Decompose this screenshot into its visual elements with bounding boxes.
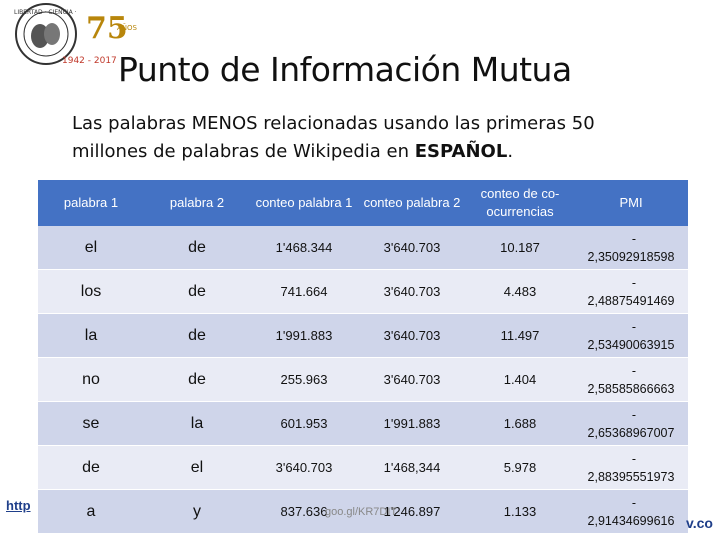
cell-pmi: - 2,35092918598 — [574, 226, 688, 270]
pmi-value: 2,48875491469 — [587, 293, 675, 308]
cell-coocurrencias: 10.187 — [466, 226, 574, 270]
pmi-sign: - — [631, 231, 636, 246]
table-row: el de 1'468.344 3'640.703 10.187 - 2,3509… — [38, 226, 688, 270]
cell-conteo-1: 837.636 — [250, 489, 358, 534]
slide-title: Punto de Información Mutua — [118, 50, 572, 89]
cell-pmi: - 2,65368967007 — [574, 401, 688, 446]
logo-anniversary-word: AÑOS — [117, 23, 138, 32]
logo-ring-text: LIBERTAD · CIENCIA · — [14, 9, 77, 16]
header-pmi: PMI — [574, 180, 688, 226]
cell-palabra-2: el — [144, 445, 250, 490]
cell-conteo-1: 1'991.883 — [250, 313, 358, 358]
cell-pmi: - 2,48875491469 — [574, 269, 688, 314]
header-conteo-1: conteo palabra 1 — [250, 180, 358, 226]
footer-link[interactable]: http — [6, 498, 31, 513]
cell-palabra-1: de — [38, 445, 144, 490]
table-row: a y 837.636 1'246.897 1.133 - 2,914346996… — [38, 489, 688, 534]
cell-coocurrencias: 11.497 — [466, 313, 574, 358]
pmi-value: 2,53490063915 — [587, 337, 675, 352]
cell-conteo-2: 3'640.703 — [358, 226, 466, 270]
cell-conteo-2: 3'640.703 — [358, 313, 466, 358]
university-seal-logo: LIBERTAD · CIENCIA · 75 AÑOS 1942 - 2017 — [2, 0, 140, 76]
pmi-value: 2,35092918598 — [587, 249, 675, 264]
cell-palabra-2: de — [144, 357, 250, 402]
cell-conteo-2: 1'246.897 — [358, 489, 466, 534]
cell-palabra-1: a — [38, 489, 144, 534]
cell-conteo-2: 3'640.703 — [358, 269, 466, 314]
cell-conteo-2: 1'468,344 — [358, 445, 466, 490]
cell-conteo-1: 741.664 — [250, 269, 358, 314]
cell-palabra-2: de — [144, 226, 250, 270]
cell-coocurrencias: 1.133 — [466, 489, 574, 534]
logo-anniversary-number: 75 — [86, 11, 128, 46]
table-row: no de 255.963 3'640.703 1.404 - 2,5858586… — [38, 357, 688, 402]
pmi-sign: - — [631, 363, 636, 378]
cell-coocurrencias: 1.404 — [466, 357, 574, 402]
cell-palabra-2: la — [144, 401, 250, 446]
cell-conteo-1: 601.953 — [250, 401, 358, 446]
cell-coocurrencias: 4.483 — [466, 269, 574, 314]
table-row: la de 1'991.883 3'640.703 11.497 - 2,5349… — [38, 313, 688, 358]
footer-right-text: v.co — [686, 515, 713, 531]
cell-conteo-2: 3'640.703 — [358, 357, 466, 402]
cell-palabra-1: se — [38, 401, 144, 446]
cell-conteo-2: 1'991.883 — [358, 401, 466, 446]
cell-conteo-1: 3'640.703 — [250, 445, 358, 490]
slide-subtitle: Las palabras MENOS relacionadas usando l… — [72, 110, 672, 166]
cell-palabra-2: de — [144, 269, 250, 314]
cell-coocurrencias: 1.688 — [466, 401, 574, 446]
cell-pmi: - 2,91434699616 — [574, 489, 688, 534]
cell-palabra-2: y — [144, 489, 250, 534]
cell-palabra-2: de — [144, 313, 250, 358]
cell-palabra-1: los — [38, 269, 144, 314]
pmi-sign: - — [631, 319, 636, 334]
cell-coocurrencias: 5.978 — [466, 445, 574, 490]
logo-years: 1942 - 2017 — [62, 56, 117, 66]
footer-short-url: goo.gl/KR7DIT — [325, 506, 398, 518]
header-palabra-1: palabra 1 — [38, 180, 144, 226]
pmi-sign: - — [631, 495, 636, 510]
subtitle-language: ESPAÑOL — [414, 141, 508, 162]
subtitle-period: . — [507, 141, 514, 162]
cell-conteo-1: 255.963 — [250, 357, 358, 402]
pmi-sign: - — [631, 275, 636, 290]
pmi-value: 2,65368967007 — [587, 425, 675, 440]
cell-palabra-1: no — [38, 357, 144, 402]
subtitle-text: Las palabras MENOS relacionadas usando l… — [72, 113, 595, 162]
cell-palabra-1: la — [38, 313, 144, 358]
cell-pmi: - 2,58585866663 — [574, 357, 688, 402]
cell-conteo-1: 1'468.344 — [250, 226, 358, 270]
cell-pmi: - 2,88395551973 — [574, 445, 688, 490]
pmi-value: 2,58585866663 — [587, 381, 675, 396]
pmi-table-container: palabra 1 palabra 2 conteo palabra 1 con… — [38, 180, 688, 540]
header-coocurrencias: conteo de co-ocurrencias — [466, 180, 574, 226]
pmi-value: 2,88395551973 — [587, 469, 675, 484]
header-conteo-2: conteo palabra 2 — [358, 180, 466, 226]
pmi-sign: - — [631, 407, 636, 422]
table-header-row: palabra 1 palabra 2 conteo palabra 1 con… — [38, 180, 688, 226]
cell-palabra-1: el — [38, 226, 144, 270]
table-row: se la 601.953 1'991.883 1.688 - 2,6536896… — [38, 401, 688, 446]
pmi-sign: - — [631, 451, 636, 466]
pmi-table: palabra 1 palabra 2 conteo palabra 1 con… — [38, 180, 688, 534]
table-row: de el 3'640.703 1'468,344 5.978 - 2,88395… — [38, 445, 688, 490]
cell-pmi: - 2,53490063915 — [574, 313, 688, 358]
header-palabra-2: palabra 2 — [144, 180, 250, 226]
table-row: los de 741.664 3'640.703 4.483 - 2,488754… — [38, 269, 688, 314]
pmi-value: 2,91434699616 — [587, 513, 675, 528]
